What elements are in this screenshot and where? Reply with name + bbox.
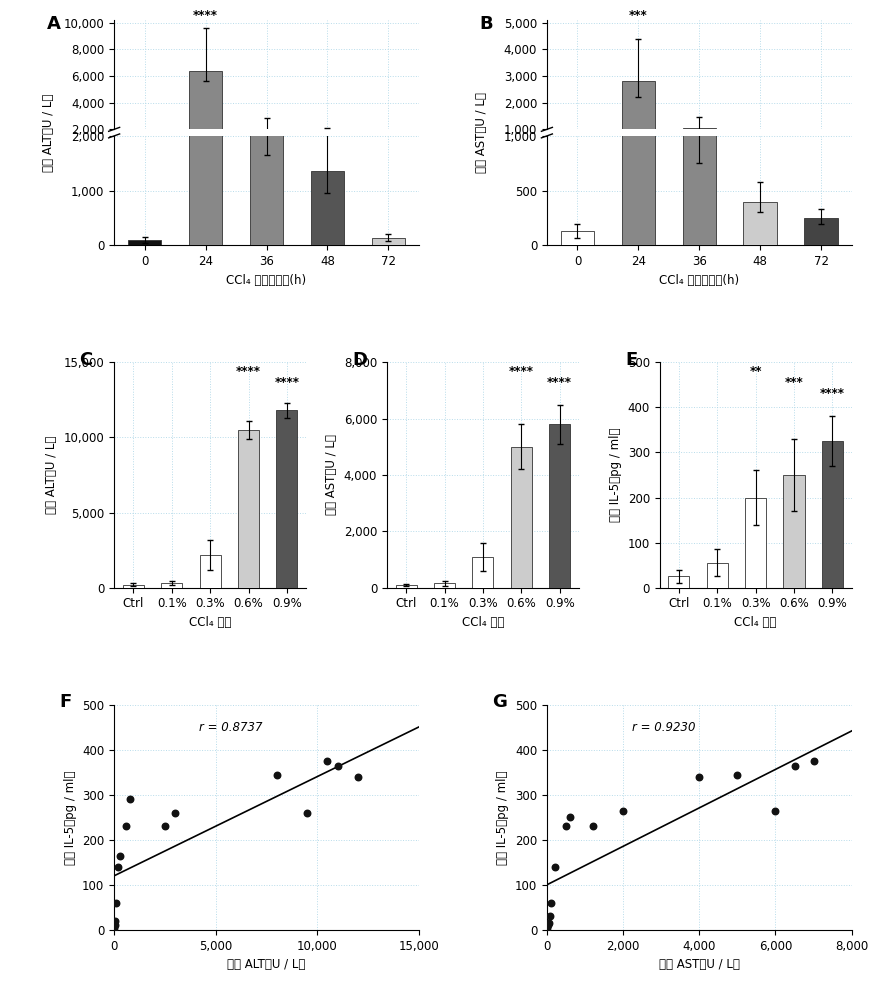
Text: **: **	[749, 365, 761, 378]
Point	[541, 915, 555, 931]
Text: ****: ****	[546, 376, 572, 389]
Point	[109, 895, 123, 911]
Point	[111, 859, 125, 875]
Point	[691, 769, 705, 785]
X-axis label: CCl₄ 注射后时间(h): CCl₄ 注射后时间(h)	[659, 274, 738, 287]
Bar	[371, 238, 404, 245]
Point	[547, 859, 561, 875]
Point	[542, 908, 556, 924]
Point	[158, 818, 172, 834]
Y-axis label: 血清 AST（U / L）: 血清 AST（U / L）	[324, 435, 338, 515]
X-axis label: 血清 ALT（U / L）: 血清 ALT（U / L）	[227, 958, 305, 971]
Bar	[189, 0, 222, 245]
Bar	[128, 155, 161, 156]
Text: B: B	[480, 15, 493, 33]
Point	[730, 767, 744, 783]
Bar	[510, 447, 531, 588]
Bar	[310, 171, 344, 245]
Bar	[249, 133, 283, 245]
Bar	[548, 424, 569, 588]
Bar	[123, 585, 144, 588]
Point	[806, 753, 820, 769]
Text: ****: ****	[819, 387, 844, 400]
Point	[107, 920, 121, 936]
Text: C: C	[80, 351, 93, 369]
Point	[539, 920, 553, 936]
Bar	[560, 231, 594, 245]
Point	[767, 803, 781, 819]
Text: r = 0.9230: r = 0.9230	[631, 721, 695, 734]
Y-axis label: 血清 ALT（U / L）: 血清 ALT（U / L）	[45, 436, 58, 514]
Point	[562, 809, 576, 825]
Point	[124, 791, 138, 807]
Text: ****: ****	[236, 365, 260, 378]
Point	[559, 818, 573, 834]
Bar	[560, 153, 594, 156]
Bar	[433, 583, 454, 588]
Point	[320, 753, 334, 769]
Y-axis label: 血清 IL-5（pg / ml）: 血清 IL-5（pg / ml）	[63, 770, 76, 865]
Text: ***: ***	[784, 376, 802, 389]
Bar	[199, 555, 220, 588]
Point	[119, 818, 133, 834]
Text: G: G	[491, 693, 506, 711]
Point	[351, 769, 365, 785]
X-axis label: CCl₄ 浓度: CCl₄ 浓度	[189, 616, 232, 629]
Text: ****: ****	[275, 376, 299, 389]
Point	[269, 767, 283, 783]
Point	[585, 818, 599, 834]
Point	[300, 805, 314, 821]
X-axis label: 血清 AST（U / L）: 血清 AST（U / L）	[658, 958, 739, 971]
Text: ****: ****	[508, 365, 533, 378]
Bar	[128, 240, 161, 245]
Bar	[667, 576, 688, 588]
Point	[108, 913, 122, 929]
Text: ****: ****	[193, 9, 217, 22]
Point	[540, 917, 554, 933]
Point	[787, 758, 801, 774]
Y-axis label: 血清 IL-5（pg / ml）: 血清 IL-5（pg / ml）	[496, 770, 509, 865]
Bar	[472, 557, 493, 588]
Point	[331, 758, 345, 774]
Text: E: E	[624, 351, 637, 369]
Bar	[681, 130, 716, 245]
Text: 血清 ALT（U / L）: 血清 ALT（U / L）	[42, 93, 54, 172]
Point	[543, 895, 557, 911]
Bar	[681, 128, 716, 156]
Bar	[276, 410, 297, 588]
Text: F: F	[60, 693, 71, 711]
Text: ***: ***	[628, 9, 647, 22]
Bar	[189, 71, 222, 156]
Point	[113, 848, 127, 864]
Bar	[621, 81, 654, 156]
Bar	[238, 430, 259, 588]
Bar	[310, 138, 344, 156]
Point	[168, 805, 182, 821]
Point	[107, 917, 121, 933]
Y-axis label: 血清 IL-5（pg / ml）: 血清 IL-5（pg / ml）	[609, 428, 622, 522]
Bar	[743, 202, 776, 245]
X-axis label: CCl₄ 浓度: CCl₄ 浓度	[461, 616, 503, 629]
Bar	[249, 129, 283, 156]
Bar	[803, 218, 837, 245]
Bar	[706, 563, 727, 588]
Bar	[821, 441, 842, 588]
Bar	[621, 0, 654, 245]
Text: A: A	[47, 15, 61, 33]
Text: r = 0.8737: r = 0.8737	[199, 721, 263, 734]
Point	[616, 803, 630, 819]
Text: 血清 AST（U / L）: 血清 AST（U / L）	[474, 92, 487, 173]
Bar	[803, 149, 837, 156]
Bar	[161, 583, 182, 588]
Bar	[745, 498, 766, 588]
Text: D: D	[352, 351, 367, 369]
Bar	[743, 145, 776, 156]
X-axis label: CCl₄ 浓度: CCl₄ 浓度	[733, 616, 776, 629]
Bar	[782, 475, 803, 588]
Bar	[396, 585, 417, 588]
X-axis label: CCl₄ 注射后时间(h): CCl₄ 注射后时间(h)	[226, 274, 306, 287]
Bar	[371, 154, 404, 156]
